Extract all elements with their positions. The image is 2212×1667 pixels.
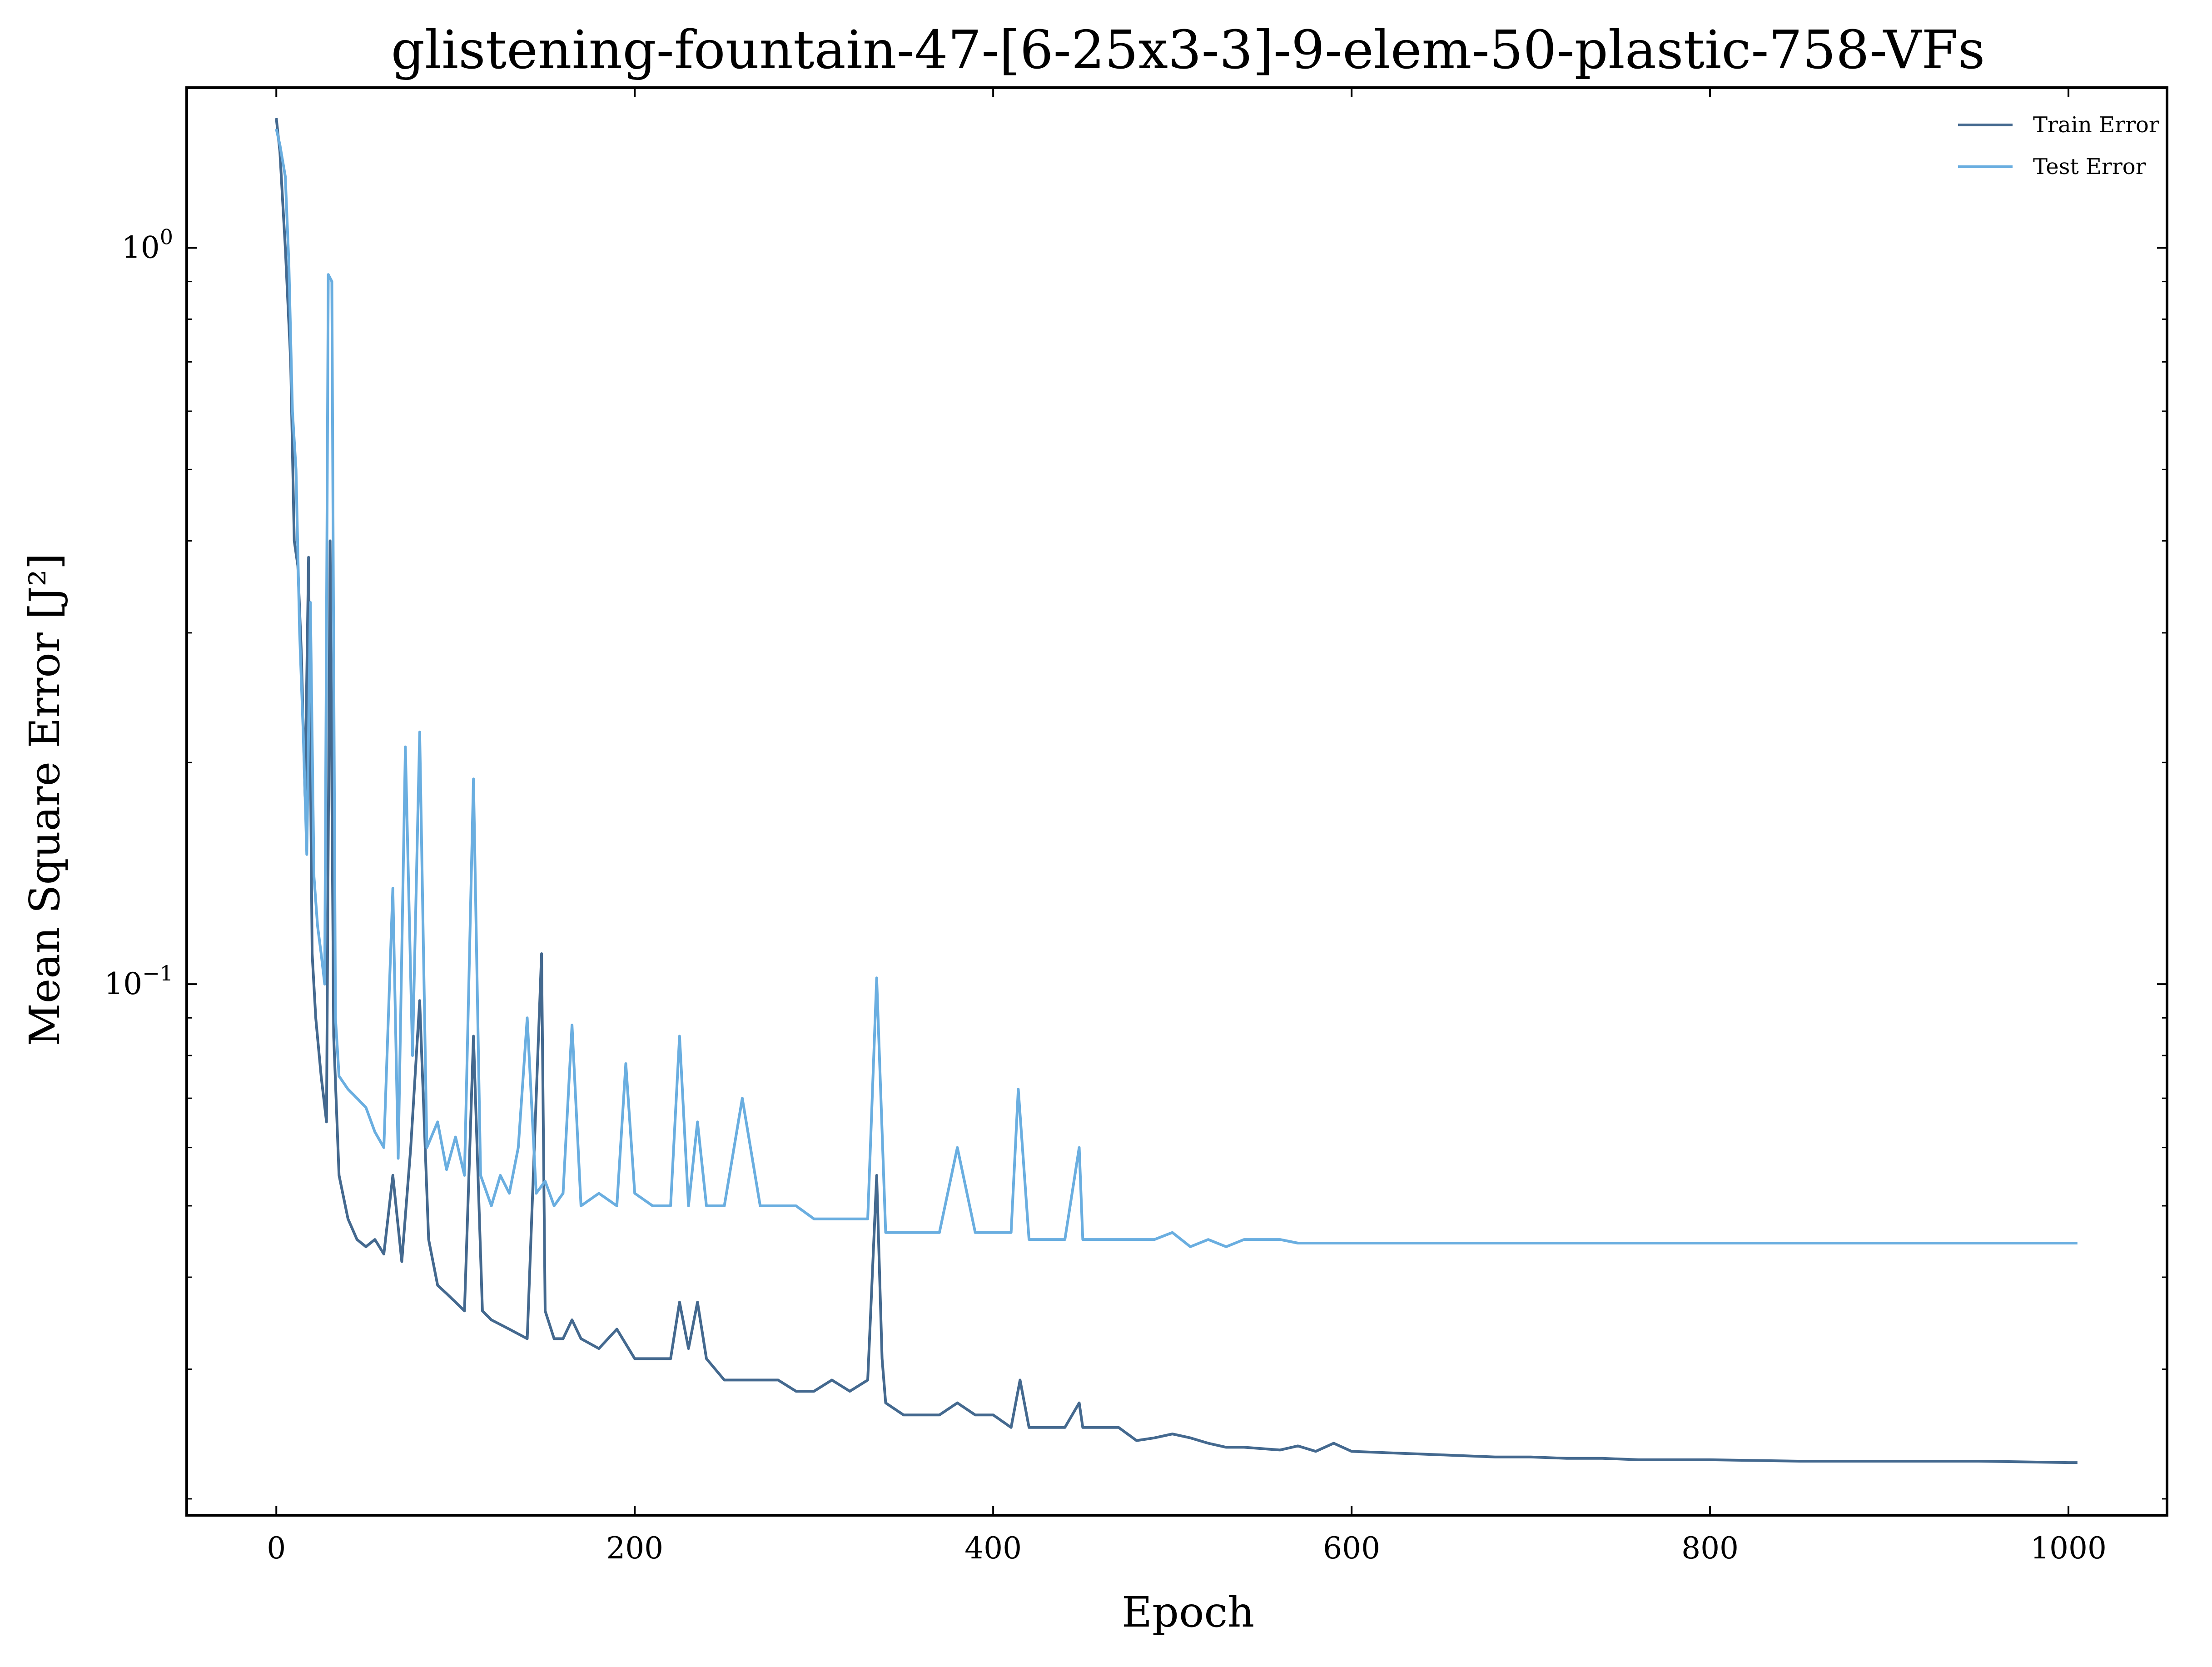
y-axis-label: Mean Square Error [J²] [20, 553, 69, 1046]
x-axis-ticks: 0 200 400 600 800 1000 [267, 88, 2107, 1566]
chart-title: glistening-fountain-47-[6-25x3-3]-9-elem… [391, 20, 1985, 81]
x-axis-label: Epoch [1122, 1588, 1254, 1637]
series-line-test-error [275, 129, 2078, 1248]
y-axis-ticks: 100 10−1 [104, 224, 2167, 1500]
legend-label: Test Error [2033, 154, 2146, 179]
x-tick-label: 600 [1323, 1531, 1380, 1566]
plot-frame [185, 86, 2168, 1517]
series-line-train-error [275, 118, 2078, 1464]
legend: Train Error Test Error [1958, 112, 2159, 179]
y-tick-label: 10−1 [104, 961, 173, 1001]
x-tick-label: 0 [267, 1531, 286, 1566]
series-layer [275, 118, 2078, 1464]
x-tick-label: 800 [1681, 1531, 1739, 1566]
x-tick-label: 200 [606, 1531, 663, 1566]
y-tick-label: 100 [122, 224, 173, 265]
x-tick-label: 1000 [2030, 1531, 2107, 1566]
x-tick-label: 400 [964, 1531, 1022, 1566]
legend-label: Train Error [2033, 112, 2159, 138]
